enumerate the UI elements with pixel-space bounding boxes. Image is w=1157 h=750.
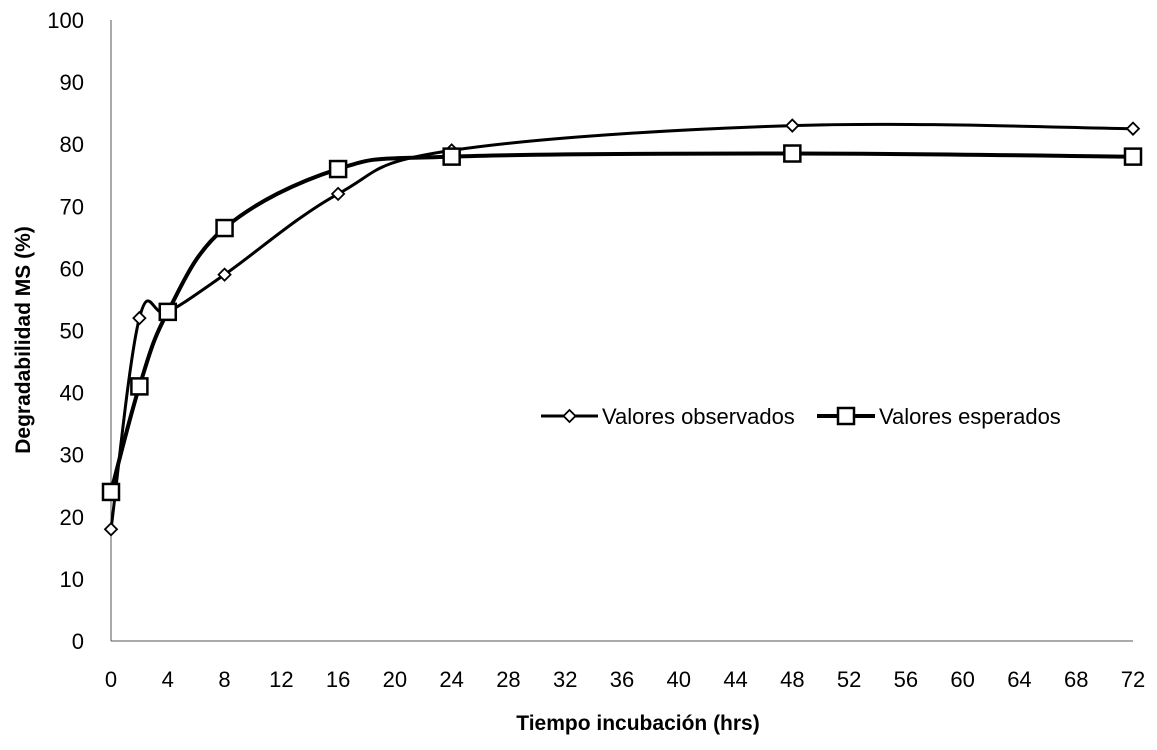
y-tick-label: 10 (60, 567, 84, 592)
x-tick-label: 44 (723, 667, 747, 692)
legend: Valores observados Valores esperados (541, 404, 1061, 429)
data-point (442, 147, 461, 166)
x-tick-label: 24 (439, 667, 463, 692)
x-tick-label: 4 (162, 667, 174, 692)
x-tick-label: 68 (1064, 667, 1088, 692)
x-tick-label: 8 (218, 667, 230, 692)
x-tick-label: 32 (553, 667, 577, 692)
series-observados (103, 118, 1141, 537)
y-tick-label: 90 (60, 70, 84, 95)
legend-label: Valores observados (602, 404, 795, 429)
data-point (783, 144, 802, 163)
x-tick-label: 0 (105, 667, 117, 692)
x-tick-label: 12 (269, 667, 293, 692)
series-group (101, 118, 1143, 537)
data-point (158, 302, 178, 322)
x-tick-label: 40 (667, 667, 691, 692)
y-tick-label: 80 (60, 132, 84, 157)
y-tick-label: 50 (60, 319, 84, 344)
x-tick-label: 36 (610, 667, 634, 692)
data-point (1123, 147, 1143, 166)
legend-item: Valores esperados (817, 404, 1061, 429)
legend-marker (562, 408, 577, 424)
y-tick-label: 70 (60, 194, 84, 219)
x-tick-label: 60 (950, 667, 974, 692)
y-tick-label: 100 (47, 8, 84, 33)
y-tick-label: 40 (60, 381, 84, 406)
legend-item: Valores observados (541, 404, 795, 429)
axes (110, 20, 1133, 642)
y-tick-label: 30 (60, 443, 84, 468)
series-line (109, 122, 1134, 530)
x-tick-label: 56 (894, 667, 918, 692)
data-point (1125, 121, 1141, 136)
series-line (109, 151, 1134, 493)
data-point (101, 482, 121, 502)
series-esperados (101, 144, 1143, 502)
data-point (217, 267, 232, 282)
x-tick-label: 64 (1007, 667, 1031, 692)
x-tick-label: 28 (496, 667, 520, 692)
y-axis-title: Degradabilidad MS (%) (12, 226, 35, 454)
data-point (328, 159, 348, 179)
y-tick-label: 0 (72, 629, 84, 654)
x-tick-label: 16 (326, 667, 350, 692)
x-tick-label: 48 (780, 667, 804, 692)
x-tick-label: 52 (837, 667, 861, 692)
data-point (330, 186, 346, 202)
x-axis-title: Tiempo incubación (hrs) (516, 712, 759, 735)
x-tick-label: 72 (1121, 667, 1145, 692)
x-tick-label: 20 (383, 667, 407, 692)
data-point (215, 218, 234, 238)
data-point (130, 377, 149, 396)
data-point (785, 118, 800, 133)
data-point (103, 521, 119, 537)
data-point (132, 310, 147, 326)
legend-label: Valores esperados (879, 404, 1061, 429)
legend-marker (836, 406, 856, 426)
y-tick-label: 60 (60, 256, 84, 281)
y-tick-label: 20 (60, 505, 84, 530)
